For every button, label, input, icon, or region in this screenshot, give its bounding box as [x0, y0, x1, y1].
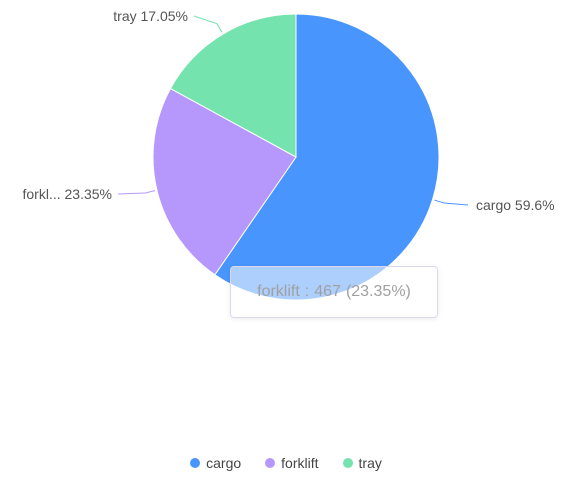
tooltip-name: forklift — [257, 283, 300, 300]
tooltip-percent: (23.35%) — [345, 283, 411, 300]
pie-slice-forklift[interactable] — [152, 87, 297, 276]
slice-label-forklift: forkl... 23.35% — [23, 186, 113, 202]
leader-line-forklift — [117, 190, 156, 195]
leader-line-cargo — [434, 199, 469, 206]
legend-item-forklift[interactable]: forklift — [265, 455, 319, 471]
legend-dot-cargo — [190, 458, 201, 468]
pie-slice-tray[interactable] — [169, 13, 297, 158]
tooltip: forklift : 467 (23.35%) — [230, 266, 438, 318]
legend-dot-tray — [342, 458, 353, 468]
legend: cargo forklift tray — [0, 452, 572, 474]
legend-dot-forklift — [265, 458, 276, 468]
tooltip-value: 467 — [314, 283, 341, 300]
legend-label-forklift: forklift — [281, 455, 319, 471]
legend-item-cargo[interactable]: cargo — [190, 455, 241, 471]
leader-line-tray — [193, 15, 223, 33]
legend-item-tray[interactable]: tray — [342, 455, 382, 471]
slice-label-cargo: cargo 59.6% — [476, 197, 555, 213]
legend-label-tray: tray — [358, 455, 382, 471]
tooltip-separator: : — [304, 283, 310, 300]
slice-label-tray: tray 17.05% — [113, 8, 188, 24]
legend-label-cargo: cargo — [206, 455, 242, 471]
